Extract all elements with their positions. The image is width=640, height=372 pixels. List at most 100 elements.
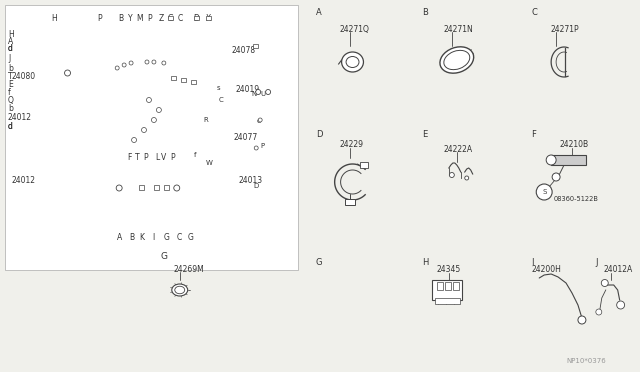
Text: 24019: 24019	[236, 85, 259, 94]
Text: W: W	[205, 160, 212, 166]
Bar	[344, 199, 355, 205]
Circle shape	[115, 66, 119, 70]
Circle shape	[256, 90, 260, 94]
Circle shape	[65, 70, 70, 76]
Text: s: s	[216, 85, 220, 91]
Bar	[154, 185, 159, 190]
Text: 24077: 24077	[234, 133, 258, 142]
Ellipse shape	[444, 50, 470, 70]
Text: 24271N: 24271N	[444, 25, 474, 34]
Text: d: d	[8, 122, 13, 131]
Bar	[445, 282, 451, 290]
Bar	[171, 76, 176, 80]
Text: D: D	[316, 130, 323, 139]
Text: D: D	[253, 183, 259, 189]
Circle shape	[122, 63, 126, 67]
Text: P: P	[97, 14, 102, 23]
Text: L: L	[155, 153, 159, 162]
Bar	[453, 282, 459, 290]
Text: 24078: 24078	[232, 46, 255, 55]
Text: N: N	[252, 91, 257, 97]
Circle shape	[465, 176, 468, 180]
Text: 24200H: 24200H	[531, 265, 561, 274]
Text: Y: Y	[128, 14, 132, 23]
Text: V: V	[161, 153, 166, 162]
Text: 24269M: 24269M	[174, 265, 205, 274]
Bar	[205, 16, 211, 20]
Bar	[194, 16, 198, 20]
Text: 24210B: 24210B	[559, 140, 588, 149]
Circle shape	[602, 279, 608, 286]
Text: R: R	[204, 117, 209, 123]
Text: K: K	[140, 233, 145, 242]
Text: B: B	[129, 233, 134, 242]
Circle shape	[129, 61, 133, 65]
Text: P: P	[148, 14, 152, 23]
Text: P: P	[260, 143, 264, 149]
Text: G: G	[161, 252, 167, 261]
Text: X: X	[206, 14, 211, 23]
Circle shape	[152, 60, 156, 64]
Text: T: T	[8, 72, 13, 81]
Polygon shape	[223, 38, 296, 175]
Bar	[191, 80, 196, 84]
Circle shape	[449, 173, 454, 177]
Text: P: P	[170, 153, 175, 162]
Text: 24222A: 24222A	[444, 145, 473, 154]
Text: 24271P: 24271P	[550, 25, 579, 34]
Circle shape	[578, 316, 586, 324]
Text: e: e	[256, 118, 260, 124]
Text: 24012A: 24012A	[604, 265, 633, 274]
Text: H: H	[8, 30, 13, 39]
Text: B: B	[422, 8, 428, 17]
Text: b: b	[8, 64, 13, 73]
Circle shape	[156, 108, 161, 112]
Text: H: H	[52, 14, 58, 23]
Text: P: P	[143, 153, 148, 162]
Text: Z: Z	[158, 14, 163, 23]
Text: C: C	[218, 97, 223, 103]
Circle shape	[152, 118, 156, 122]
Text: U: U	[260, 91, 266, 97]
Text: E: E	[8, 80, 13, 89]
Text: 08360-5122B: 08360-5122B	[554, 196, 599, 202]
Text: b: b	[8, 104, 13, 113]
Circle shape	[254, 146, 258, 150]
Ellipse shape	[342, 52, 364, 72]
Text: B: B	[118, 14, 124, 23]
Text: G: G	[164, 233, 170, 242]
Bar	[432, 280, 462, 300]
Bar	[180, 78, 186, 82]
Text: F: F	[127, 153, 131, 162]
Text: d: d	[8, 44, 13, 53]
Text: H: H	[422, 258, 428, 267]
Text: G: G	[316, 258, 323, 267]
Text: C: C	[177, 233, 182, 242]
Text: J: J	[596, 258, 598, 267]
Bar	[164, 185, 169, 190]
Bar	[253, 44, 258, 48]
Bar	[551, 155, 586, 165]
Circle shape	[552, 173, 560, 181]
Circle shape	[147, 97, 152, 103]
Text: 24229: 24229	[340, 140, 364, 149]
Ellipse shape	[172, 284, 188, 296]
Text: T: T	[135, 153, 140, 162]
Text: f: f	[8, 88, 11, 97]
Circle shape	[596, 309, 602, 315]
Ellipse shape	[346, 57, 359, 67]
Circle shape	[258, 118, 262, 122]
Circle shape	[617, 301, 625, 309]
Text: A: A	[8, 37, 13, 46]
Text: 24271Q: 24271Q	[340, 25, 369, 34]
Bar	[5, 5, 298, 270]
Text: G: G	[188, 233, 194, 242]
Circle shape	[536, 184, 552, 200]
Circle shape	[141, 128, 147, 132]
Circle shape	[174, 185, 180, 191]
Bar	[435, 298, 460, 304]
Text: 24080: 24080	[12, 72, 36, 81]
Circle shape	[266, 90, 271, 94]
Circle shape	[546, 155, 556, 165]
Circle shape	[132, 138, 136, 142]
